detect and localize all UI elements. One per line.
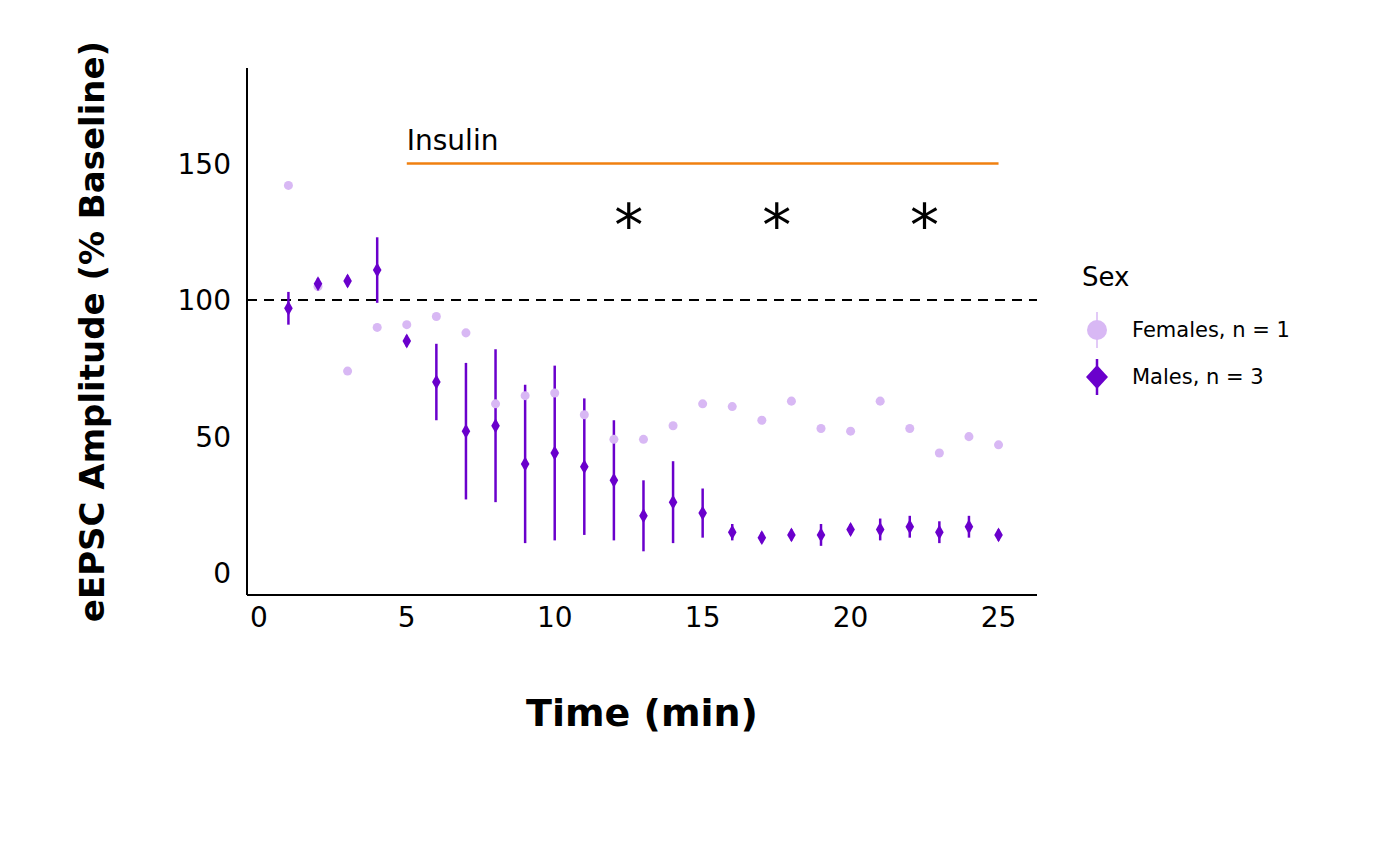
svg-text:Time (min): Time (min) <box>526 691 758 735</box>
svg-text:*: * <box>910 192 939 260</box>
html-text:Sex: Sex <box>1082 262 1130 292</box>
svg-text:25: 25 <box>981 601 1017 634</box>
svg-text:50: 50 <box>195 421 231 454</box>
svg-text:10: 10 <box>537 601 573 634</box>
svg-text:Insulin: Insulin <box>407 124 499 157</box>
svg-text:*: * <box>762 192 791 260</box>
svg-text:100: 100 <box>178 284 231 317</box>
svg-text:5: 5 <box>398 601 416 634</box>
html-text:Females, n = 1: Females, n = 1 <box>1132 317 1290 342</box>
svg-text:0: 0 <box>213 557 231 590</box>
svg-text:eEPSC Amplitude (% Baseline): eEPSC Amplitude (% Baseline) <box>72 41 112 622</box>
svg-text:15: 15 <box>685 601 721 634</box>
svg-text:150: 150 <box>178 148 231 181</box>
svg-text:0: 0 <box>250 601 268 634</box>
svg-text:*: * <box>614 192 643 260</box>
svg-text:20: 20 <box>833 601 869 634</box>
html-text:Males, n = 3: Males, n = 3 <box>1132 364 1264 389</box>
